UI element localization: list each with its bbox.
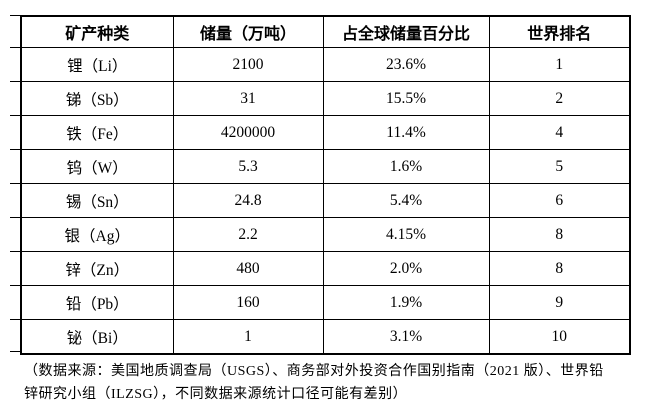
reserves-cell: 31 <box>172 81 324 116</box>
reserves-cell: 160 <box>172 285 324 320</box>
share-cell: 5.4% <box>322 183 490 218</box>
column-header-mineral: 矿产种类 <box>20 15 174 48</box>
table-row: 锑（Sb） 31 15.5% 2 <box>20 81 631 116</box>
rank-cell: 8 <box>488 217 631 252</box>
mineral-name-cell: 银（Ag） <box>20 217 174 252</box>
mineral-name-cell: 铅（Pb） <box>20 285 174 320</box>
mineral-name-cell: 铋（Bi） <box>20 319 174 355</box>
column-header-share: 占全球储量百分比 <box>322 15 490 48</box>
reserves-cell: 4200000 <box>172 115 324 150</box>
rank-cell: 5 <box>488 149 631 184</box>
mineral-name-cell: 锌（Zn） <box>20 251 174 286</box>
row-divider-tick <box>10 149 21 150</box>
rank-cell: 10 <box>488 319 631 355</box>
mineral-name-cell: 钨（W） <box>20 149 174 184</box>
mineral-name-cell: 铁（Fe） <box>20 115 174 150</box>
rank-cell: 6 <box>488 183 631 218</box>
column-header-reserves: 储量（万吨） <box>172 15 324 48</box>
column-header-rank: 世界排名 <box>488 15 631 48</box>
share-cell: 23.6% <box>322 47 490 82</box>
header-row: 矿产种类 储量（万吨） 占全球储量百分比 世界排名 <box>20 15 631 48</box>
mineral-name-cell: 锂（Li） <box>20 47 174 82</box>
rank-cell: 8 <box>488 251 631 286</box>
data-source-note-line2: 锌研究小组（ILZSG），不同数据来源统计口径可能有差别） <box>24 387 408 402</box>
reserves-cell: 2100 <box>172 47 324 82</box>
row-divider-tick <box>10 15 21 16</box>
row-divider-tick <box>10 351 21 352</box>
data-source-note: （数据来源：美国地质调查局（USGS）、商务部对外投资合作国别指南（2021 版… <box>24 360 604 406</box>
share-cell: 2.0% <box>322 251 490 286</box>
reserves-cell: 480 <box>172 251 324 286</box>
row-divider-tick <box>10 115 21 116</box>
reserves-cell: 5.3 <box>172 149 324 184</box>
table-row: 铅（Pb） 160 1.9% 9 <box>20 285 631 320</box>
reserves-cell: 1 <box>172 319 324 355</box>
share-cell: 11.4% <box>322 115 490 150</box>
table-row: 银（Ag） 2.2 4.15% 8 <box>20 217 631 252</box>
rank-cell: 4 <box>488 115 631 150</box>
rank-cell: 1 <box>488 47 631 82</box>
row-divider-tick <box>10 285 21 286</box>
row-divider-tick <box>10 183 21 184</box>
mineral-name-cell: 锡（Sn） <box>20 183 174 218</box>
share-cell: 15.5% <box>322 81 490 116</box>
row-divider-tick <box>10 319 21 320</box>
row-divider-tick <box>10 251 21 252</box>
share-cell: 3.1% <box>322 319 490 355</box>
table-row: 锌（Zn） 480 2.0% 8 <box>20 251 631 286</box>
share-cell: 4.15% <box>322 217 490 252</box>
row-divider-tick <box>10 81 21 82</box>
row-divider-tick <box>10 217 21 218</box>
reserves-cell: 24.8 <box>172 183 324 218</box>
table-row: 锡（Sn） 24.8 5.4% 6 <box>20 183 631 218</box>
rank-cell: 9 <box>488 285 631 320</box>
mineral-reserves-table: 矿产种类 储量（万吨） 占全球储量百分比 世界排名 锂（Li） 2100 23.… <box>20 15 631 355</box>
share-cell: 1.6% <box>322 149 490 184</box>
table-row: 铁（Fe） 4200000 11.4% 4 <box>20 115 631 150</box>
data-source-note-line1: （数据来源：美国地质调查局（USGS）、商务部对外投资合作国别指南（2021 版… <box>24 364 604 379</box>
rank-cell: 2 <box>488 81 631 116</box>
share-cell: 1.9% <box>322 285 490 320</box>
table-row: 锂（Li） 2100 23.6% 1 <box>20 47 631 82</box>
row-divider-tick <box>10 47 21 48</box>
mineral-name-cell: 锑（Sb） <box>20 81 174 116</box>
reserves-cell: 2.2 <box>172 217 324 252</box>
table-row: 铋（Bi） 1 3.1% 10 <box>20 319 631 355</box>
table-row: 钨（W） 5.3 1.6% 5 <box>20 149 631 184</box>
